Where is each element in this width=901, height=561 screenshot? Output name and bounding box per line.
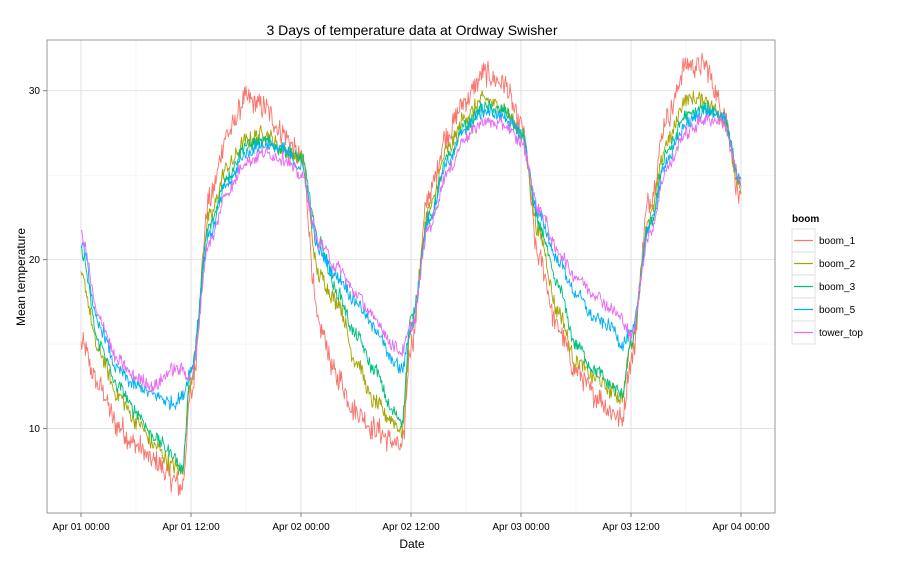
legend-label: boom_3 <box>819 282 856 293</box>
legend-label: tower_top <box>819 328 863 339</box>
y-tick-label: 30 <box>29 86 41 97</box>
legend: boom boom_1 boom_2 boom_3 boom_5 tower_top <box>791 214 863 345</box>
ticks-layer: 10 20 30 Apr 01 00:00 Apr 01 12:00 Apr 02 00:… <box>29 86 770 533</box>
x-tick-label: Apr 02 12:00 <box>382 522 440 533</box>
x-tick-label: Apr 04 00:00 <box>712 522 770 533</box>
series-line-boom-1 <box>80 52 742 496</box>
grid-layer <box>47 40 775 514</box>
y-tick-label: 20 <box>29 255 41 266</box>
legend-label: boom_5 <box>819 305 856 316</box>
legend-label: boom_1 <box>819 236 856 247</box>
x-tick-label: Apr 01 12:00 <box>162 522 220 533</box>
y-axis-title: Mean temperature <box>14 228 28 326</box>
legend-title: boom <box>792 214 819 225</box>
x-tick-label: Apr 01 00:00 <box>52 522 110 533</box>
y-tick-label: 10 <box>29 424 41 435</box>
chart-title: 3 Days of temperature data at Ordway Swi… <box>266 22 557 38</box>
series-line-tower-top <box>80 113 742 394</box>
x-axis-title: Date <box>399 537 425 551</box>
x-tick-label: Apr 03 12:00 <box>602 522 660 533</box>
x-tick-label: Apr 02 00:00 <box>272 522 330 533</box>
series-line-boom-3 <box>80 100 742 475</box>
x-tick-label: Apr 03 00:00 <box>492 522 550 533</box>
series-layer <box>80 52 742 496</box>
legend-label: boom_2 <box>819 259 856 270</box>
